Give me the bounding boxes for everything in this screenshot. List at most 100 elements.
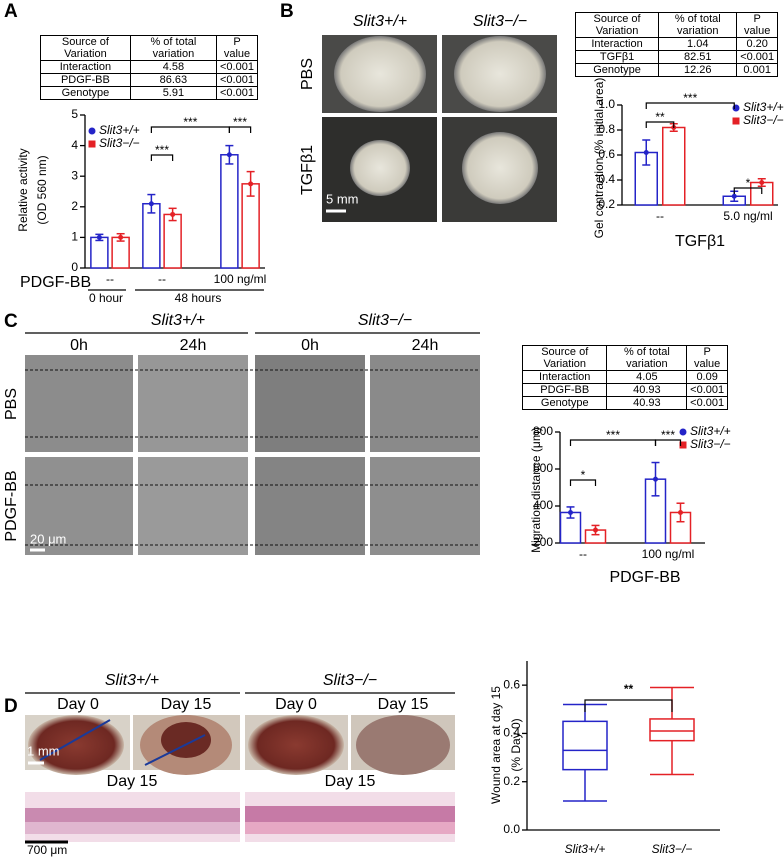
mean-dot bbox=[593, 527, 598, 533]
table-cell: PDGF-BB bbox=[40, 73, 131, 87]
legend-marker bbox=[679, 441, 687, 449]
scale-label: 20 μm bbox=[30, 531, 66, 546]
table-cell: <0.001 bbox=[686, 396, 728, 410]
table-row: Source of Variation% of total variation P… bbox=[574, 12, 778, 38]
y-tick-label: 2 bbox=[71, 199, 78, 213]
day-label: Day 0 bbox=[275, 696, 317, 713]
table-cell: <0.001 bbox=[215, 60, 259, 74]
time-label: 24h bbox=[412, 337, 439, 354]
y-tick-label: 0.8 bbox=[598, 122, 615, 136]
table-cell: Interaction bbox=[521, 370, 608, 384]
column-label: Slit3+/+ bbox=[105, 672, 159, 689]
bar bbox=[90, 236, 109, 269]
x-tick-label: -- bbox=[106, 272, 114, 286]
y-tick-label: 0.6 bbox=[503, 677, 520, 691]
mean-dot bbox=[731, 193, 737, 199]
y-tick-label: 800 bbox=[533, 424, 553, 438]
significance-label: ** bbox=[655, 110, 665, 124]
y-tick-label: 0.4 bbox=[503, 726, 520, 740]
column-label: Slit3+/+ bbox=[353, 13, 407, 30]
table-cell: 40.93 bbox=[606, 396, 688, 410]
y-tick-label: 1 bbox=[71, 230, 78, 244]
x-tick-label: 100 ng/ml bbox=[642, 547, 695, 561]
column-label: Slit3−/− bbox=[323, 672, 377, 689]
x-tick-label: -- bbox=[158, 272, 166, 286]
panel-letter: A bbox=[4, 1, 18, 22]
significance-label: *** bbox=[661, 428, 675, 442]
row-label: PBS bbox=[299, 58, 316, 90]
day-label: Day 15 bbox=[107, 773, 158, 790]
y-tick-label: 4 bbox=[71, 138, 78, 152]
table-cell: Genotype bbox=[40, 86, 131, 100]
legend-label: Slit3+/+ bbox=[690, 424, 731, 438]
significance-label: * bbox=[746, 176, 751, 190]
significance-label: *** bbox=[183, 115, 197, 129]
table-cell: PDGF-BB bbox=[521, 383, 608, 397]
panel-letter: C bbox=[4, 311, 18, 332]
table-cell: % of total variation bbox=[658, 12, 738, 38]
table-row: PDGF-BB 86.63 <0.001 bbox=[40, 73, 259, 87]
mean-dot bbox=[643, 150, 649, 155]
table-cell: <0.001 bbox=[215, 73, 259, 87]
mean-dot bbox=[96, 234, 102, 240]
y-tick-label: 0.6 bbox=[598, 147, 615, 161]
table-row: Interaction 4.58 <0.001 bbox=[40, 60, 259, 74]
significance-bracket bbox=[150, 154, 174, 161]
table-cell: % of total variation bbox=[129, 35, 217, 61]
table-cell: 86.63 bbox=[129, 73, 217, 87]
y-tick-label: 3 bbox=[71, 168, 78, 182]
y-tick-label: 0.2 bbox=[503, 774, 520, 788]
significance-label: *** bbox=[155, 143, 169, 157]
table-cell: 82.51 bbox=[658, 50, 738, 64]
legend-label: Slit3+/+ bbox=[99, 123, 140, 137]
column-label: Slit3+/+ bbox=[151, 312, 205, 329]
anova-table: Source of Variation% of total variation P… bbox=[521, 345, 728, 410]
table-cell: 12.26 bbox=[658, 63, 738, 77]
y-tick-label: 0.2 bbox=[598, 197, 615, 211]
legend-label: Slit3+/+ bbox=[743, 100, 784, 114]
group-label: 0 hour bbox=[89, 291, 123, 305]
box bbox=[562, 720, 608, 771]
y-tick-label: 400 bbox=[533, 498, 553, 512]
table-cell: % of total variation bbox=[606, 345, 688, 371]
panel-letter: B bbox=[280, 1, 294, 22]
table-cell: Genotype bbox=[521, 396, 608, 410]
y-axis-label: Migration distance (μm) bbox=[529, 427, 543, 553]
row-label: PDGF-BB bbox=[3, 470, 20, 541]
table-cell: Source of Variation bbox=[574, 12, 660, 38]
table-cell: TGFβ1 bbox=[574, 50, 660, 64]
y-axis-label: Gel contraction (% initial area) bbox=[592, 78, 606, 239]
table-row: TGFβ1 82.51 <0.001 bbox=[574, 50, 778, 64]
table-cell: Source of Variation bbox=[521, 345, 608, 371]
table-cell: 40.93 bbox=[606, 383, 688, 397]
legend-label: Slit3−/− bbox=[743, 113, 784, 127]
day-label: Day 0 bbox=[57, 696, 99, 713]
significance-bracket bbox=[569, 479, 597, 486]
column-label: Slit3−/− bbox=[473, 13, 527, 30]
mean-dot bbox=[170, 211, 176, 217]
y-tick-label: 0.4 bbox=[598, 172, 615, 186]
significance-bracket bbox=[733, 187, 763, 194]
mean-dot bbox=[226, 152, 232, 158]
legend-marker bbox=[732, 104, 740, 112]
bar bbox=[111, 236, 130, 269]
box bbox=[649, 718, 695, 742]
bar bbox=[163, 213, 182, 269]
legend-label: Slit3−/− bbox=[690, 437, 731, 451]
table-cell: 5.91 bbox=[129, 86, 217, 100]
scale-label: 5 mm bbox=[326, 191, 359, 206]
x-axis-label: TGFβ1 bbox=[675, 233, 725, 250]
time-label: 0h bbox=[301, 337, 319, 354]
anova-table: Source of Variation% of total variation P… bbox=[574, 12, 778, 77]
significance-label: ** bbox=[624, 682, 634, 696]
table-row: Source of Variation% of total variation P… bbox=[40, 35, 259, 61]
row-label: TGFβ1 bbox=[299, 145, 316, 195]
y-tick-label: 1.0 bbox=[598, 97, 615, 111]
group-label: 48 hours bbox=[175, 291, 222, 305]
y-axis-label: (% Day 0) bbox=[509, 718, 523, 771]
row-label: PBS bbox=[3, 388, 20, 420]
legend-label: Slit3−/− bbox=[99, 136, 140, 150]
y-axis-label: Wound area at day 15 bbox=[489, 686, 503, 804]
scale-label: 1 mm bbox=[27, 743, 60, 758]
legend-marker bbox=[732, 117, 740, 125]
